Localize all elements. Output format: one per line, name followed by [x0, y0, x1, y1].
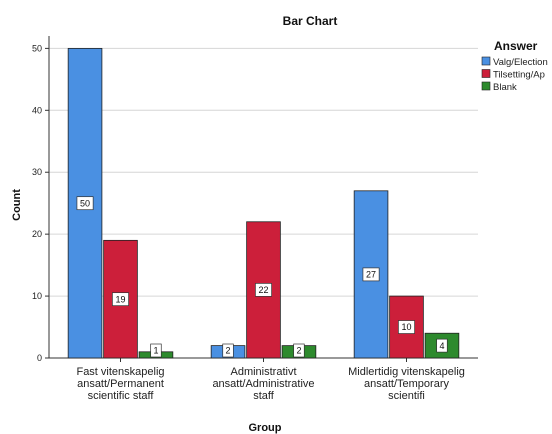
y-tick-label: 20	[32, 229, 42, 239]
data-label-box	[150, 343, 162, 358]
category-label: Fast vitenskapelig ansatt/Permanent scient…	[76, 366, 164, 402]
data-label-box	[362, 267, 380, 282]
y-axis-title: Count	[11, 189, 23, 221]
data-label-box	[222, 343, 234, 358]
data-label: 27	[366, 270, 376, 280]
y-tick-label: 40	[32, 105, 42, 115]
legend-label: Tilsetting/Ap	[493, 70, 545, 81]
data-label: 2	[296, 346, 301, 356]
y-tick-label: 0	[37, 353, 42, 363]
y-tick-label: 10	[32, 291, 42, 301]
legend-swatch	[481, 56, 491, 66]
legend-label: Valg/Election	[493, 57, 548, 68]
data-label: 4	[439, 341, 444, 351]
y-tick-label: 30	[32, 167, 42, 177]
legend-swatch	[481, 81, 491, 91]
x-axis-title: Group	[249, 422, 282, 434]
data-label-box	[293, 343, 305, 358]
data-label: 2	[226, 346, 231, 356]
data-label: 19	[115, 294, 125, 304]
data-label-box	[398, 320, 415, 334]
category-label: Administrativt ansatt/Administrative staff	[212, 366, 314, 402]
legend-label: Blank	[493, 82, 517, 93]
legend-title: Answer	[494, 39, 538, 53]
data-label-box	[436, 338, 448, 353]
data-label: 1	[153, 346, 158, 356]
bar	[424, 332, 460, 359]
data-label-box	[112, 292, 129, 307]
category-label: Midlertidig vitenskapelig ansatt/Temporar…	[348, 366, 465, 402]
data-label-box	[76, 196, 94, 211]
data-label: 22	[258, 285, 268, 295]
category-labels: Fast vitenskapelig ansatt/Permanent scient…	[76, 366, 464, 402]
chart-title: Bar Chart	[283, 14, 338, 28]
data-label: 10	[401, 322, 411, 332]
bars	[67, 47, 460, 359]
y-tick-label: 50	[32, 43, 42, 53]
data-label-box	[255, 283, 272, 297]
data-label: 50	[80, 198, 90, 208]
legend-swatch	[481, 69, 491, 78]
